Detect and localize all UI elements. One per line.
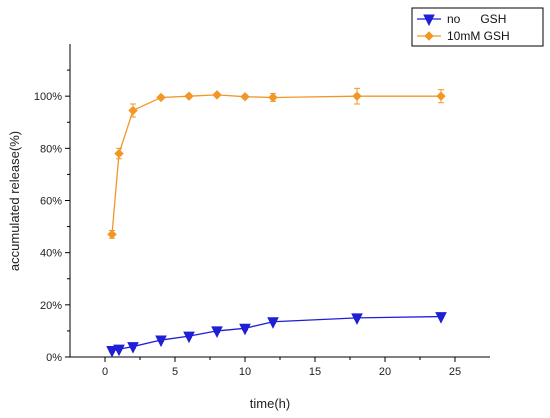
y-tick-label: 80% xyxy=(40,143,62,155)
y-tick-label: 20% xyxy=(40,300,62,312)
series-line xyxy=(111,94,441,235)
data-point xyxy=(211,326,223,339)
legend-marker xyxy=(423,14,435,27)
data-point xyxy=(183,331,195,344)
x-axis-title: time(h) xyxy=(250,396,290,411)
data-point xyxy=(240,91,250,102)
data-point xyxy=(155,335,167,348)
legend-box xyxy=(411,7,544,47)
x-tick-label: 5 xyxy=(172,366,178,378)
axes: 0 5 10 15 20 25 0% 20% 40% 60% 80% 100% xyxy=(34,44,490,378)
data-point xyxy=(114,148,124,159)
data-point xyxy=(113,344,125,357)
series-2 xyxy=(107,87,446,240)
series-layer xyxy=(106,87,447,358)
legend-entry: no GSH xyxy=(417,12,506,27)
y-axis-title: accumulated release(%) xyxy=(7,131,22,271)
legend-label: no GSH xyxy=(447,12,506,26)
series-1 xyxy=(106,312,447,358)
x-tick-label: 10 xyxy=(239,366,251,378)
data-point xyxy=(436,91,446,101)
data-point xyxy=(156,92,166,103)
data-point xyxy=(352,91,362,101)
data-point xyxy=(106,345,118,358)
data-point xyxy=(267,317,279,329)
data-point xyxy=(435,312,447,324)
data-point xyxy=(351,313,363,325)
x-tick-label: 15 xyxy=(309,366,321,378)
legend: no GSH 10mM GSH xyxy=(411,7,544,47)
x-tick-label: 20 xyxy=(379,366,391,378)
data-point xyxy=(107,229,117,240)
legend-marker xyxy=(424,31,434,41)
data-point xyxy=(128,105,138,116)
data-point xyxy=(268,92,278,103)
legend-entry: 10mM GSH xyxy=(417,29,510,43)
x-tick-label: 25 xyxy=(449,366,461,378)
data-point xyxy=(239,323,251,336)
y-tick-label: 40% xyxy=(40,248,62,260)
x-tick-label: 0 xyxy=(102,366,108,378)
data-point xyxy=(212,90,222,100)
y-tick-label: 0% xyxy=(46,352,62,364)
y-tick-label: 100% xyxy=(34,91,62,103)
y-tick-label: 60% xyxy=(40,196,62,208)
series-line xyxy=(111,315,442,352)
data-point xyxy=(184,91,194,101)
data-point xyxy=(127,342,139,354)
legend-label: 10mM GSH xyxy=(447,29,510,43)
